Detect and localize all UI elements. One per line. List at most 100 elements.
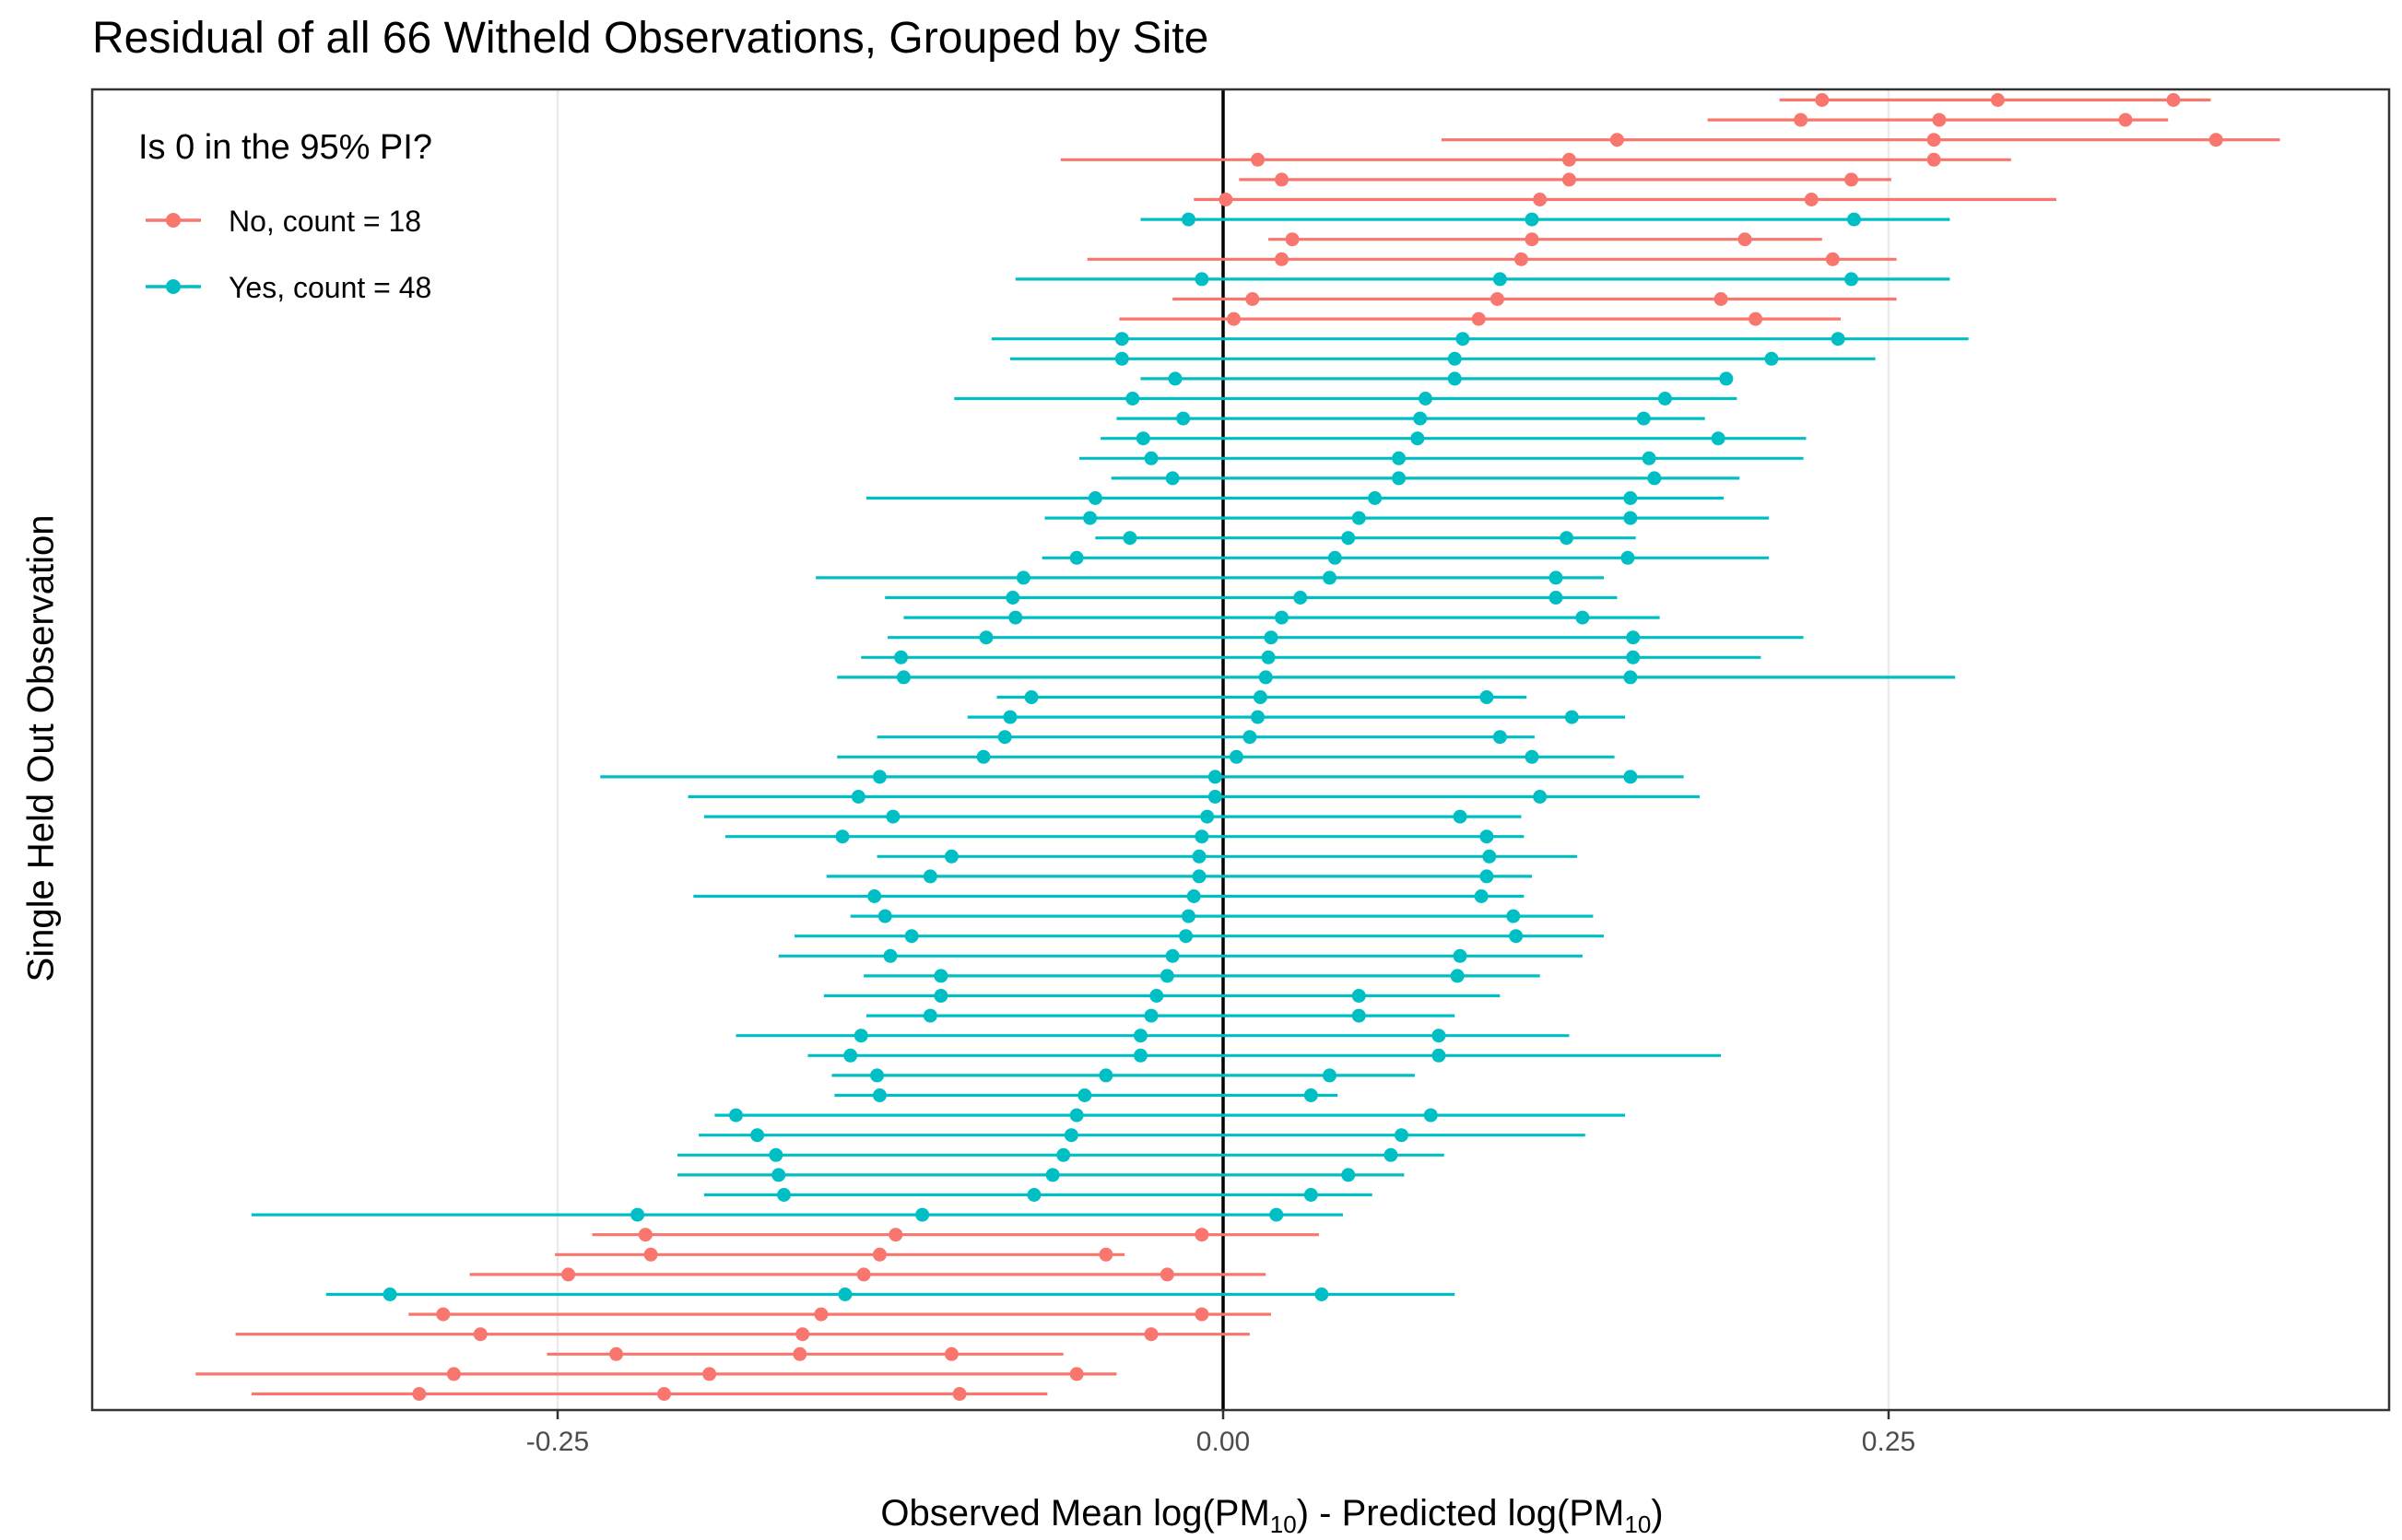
interval-point <box>1083 511 1098 525</box>
interval-point <box>1719 371 1734 386</box>
x-axis-ticks: -0.25 0.00 0.25 <box>526 1410 1915 1457</box>
interval-point <box>867 889 882 903</box>
interval-point <box>1431 1048 1446 1063</box>
interval-point <box>383 1287 397 1301</box>
interval-point <box>1548 591 1563 605</box>
interval-point <box>1016 570 1030 585</box>
interval-point <box>1269 1207 1284 1222</box>
interval-point <box>1200 809 1215 824</box>
interval-point <box>1195 1307 1209 1322</box>
interval-point <box>1176 411 1191 426</box>
chart-title: Residual of all 66 Witheld Observations,… <box>92 14 1209 63</box>
interval-point <box>657 1387 672 1401</box>
interval-point <box>889 1228 903 1242</box>
x-tick-label: 0.25 <box>1862 1427 1915 1457</box>
interval-point <box>1831 332 1845 347</box>
interval-point <box>1003 710 1018 724</box>
x-axis-label-suffix: ) <box>1651 1493 1664 1534</box>
interval-point <box>1825 252 1840 266</box>
interval-point <box>1561 152 1576 167</box>
interval-point <box>1932 112 1947 127</box>
interval-point <box>1431 1029 1446 1043</box>
interval-point <box>1560 531 1574 546</box>
interval-point <box>1149 989 1164 1003</box>
interval-point <box>1195 1228 1209 1242</box>
interval-point <box>1474 889 1489 903</box>
interval-point <box>886 809 901 824</box>
interval-point <box>997 730 1012 745</box>
interval-point <box>1179 929 1194 944</box>
interval-point <box>1447 351 1462 366</box>
interval-point <box>1251 152 1266 167</box>
interval-point <box>1056 1147 1071 1162</box>
interval-point <box>1069 1108 1084 1123</box>
interval-point <box>1125 392 1140 406</box>
interval-point <box>944 1346 959 1361</box>
interval-point <box>1479 829 1494 844</box>
interval-point <box>1144 1327 1159 1342</box>
interval-point <box>923 869 937 884</box>
interval-point <box>854 1029 868 1043</box>
interval-point <box>976 749 991 764</box>
interval-point <box>1548 570 1563 585</box>
interval-point <box>1165 948 1180 963</box>
interval-point <box>1513 252 1528 266</box>
interval-point <box>896 670 911 685</box>
interval-point <box>1626 630 1641 645</box>
interval-point <box>1303 1188 1318 1202</box>
interval-point <box>1192 869 1207 884</box>
interval-point <box>561 1267 576 1282</box>
interval-point <box>1926 133 1941 147</box>
interval-point <box>1413 411 1428 426</box>
interval-point <box>1623 670 1638 685</box>
interval-point <box>1219 193 1233 206</box>
interval-point <box>1323 570 1337 585</box>
interval-point <box>872 1247 887 1262</box>
interval-point <box>1258 670 1273 685</box>
interval-point <box>769 1147 783 1162</box>
interval-point <box>412 1387 427 1401</box>
interval-point <box>2166 93 2181 107</box>
interval-point <box>1533 790 1548 804</box>
interval-point <box>1482 849 1497 864</box>
interval-point <box>638 1228 653 1242</box>
interval-point <box>1077 1088 1092 1102</box>
interval-point <box>1804 193 1819 206</box>
interval-point <box>1123 531 1137 546</box>
interval-segments <box>195 98 2280 1396</box>
interval-point <box>1844 172 1859 187</box>
interval-point <box>2208 133 2223 147</box>
interval-point <box>1133 1029 1148 1043</box>
interval-point <box>702 1367 717 1381</box>
legend-key-point-no <box>166 213 181 228</box>
interval-point <box>1186 889 1201 903</box>
interval-point <box>1351 511 1366 525</box>
interval-point <box>1303 1088 1318 1102</box>
interval-point <box>1064 1128 1078 1143</box>
interval-point <box>1525 232 1539 247</box>
interval-point <box>1160 969 1174 983</box>
interval-point <box>1114 332 1129 347</box>
interval-point <box>1642 451 1656 465</box>
interval-point <box>1275 610 1289 625</box>
interval-point <box>1227 312 1242 326</box>
interval-point <box>609 1346 624 1361</box>
interval-point <box>1636 411 1651 426</box>
interval-point <box>843 1048 858 1063</box>
interval-point <box>1737 232 1752 247</box>
interval-point <box>1492 272 1507 287</box>
interval-point <box>1794 112 1808 127</box>
interval-point <box>1195 829 1209 844</box>
legend-key-point-yes <box>166 279 181 294</box>
interval-point <box>1341 1168 1356 1182</box>
interval-point <box>944 849 959 864</box>
interval-point <box>1392 451 1407 465</box>
interval-point <box>1245 292 1260 306</box>
x-axis-label-middle: ) - Predicted log(PM <box>1296 1493 1625 1534</box>
interval-point <box>1453 809 1467 824</box>
interval-point <box>979 630 994 645</box>
interval-point <box>1846 212 1861 227</box>
interval-point <box>1293 591 1308 605</box>
x-tick-label: 0.00 <box>1196 1427 1250 1457</box>
